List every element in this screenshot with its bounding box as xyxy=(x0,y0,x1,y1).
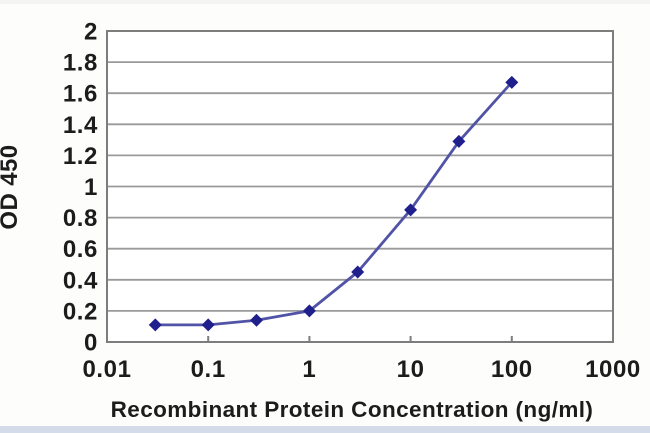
y-tick-label: 0 xyxy=(84,330,98,357)
plot-frame xyxy=(106,30,614,343)
y-tick-label: 1.6 xyxy=(63,81,98,108)
data-point-marker xyxy=(505,75,519,89)
gridlines xyxy=(107,61,613,312)
y-tick-label: 1.8 xyxy=(63,50,98,77)
y-tick-label: 1 xyxy=(84,174,98,201)
y-tick-label: 0.8 xyxy=(63,205,98,232)
x-tick-label: 1 xyxy=(302,356,316,383)
y-tick-label: 1.4 xyxy=(63,112,98,139)
x-tick-label: 1000 xyxy=(585,356,641,383)
data-point-marker xyxy=(302,304,316,318)
x-tick-label: 10 xyxy=(397,356,425,383)
data-point-marker xyxy=(404,203,418,217)
y-axis-title: OD 450 xyxy=(0,144,23,229)
y-tick-label: 2 xyxy=(84,19,98,46)
tick-labels: 0 0.2 0.4 0.6 0.8 1 1.2 1.4 1.6 1.8 2 0.01 0.1 1 10 100… xyxy=(63,19,641,384)
axis-ticks xyxy=(106,336,614,342)
y-tick-label: 1.2 xyxy=(63,143,98,170)
y-tick-label: 0.4 xyxy=(63,267,98,294)
plot-border xyxy=(106,30,614,343)
data-series xyxy=(148,75,519,332)
x-tick-label: 100 xyxy=(491,356,533,383)
data-point-marker xyxy=(249,313,263,327)
data-point-marker xyxy=(351,265,365,279)
y-tick-label: 0.2 xyxy=(63,298,98,325)
data-point-marker xyxy=(148,318,162,332)
series-line xyxy=(153,80,514,327)
x-tick-label: 0.01 xyxy=(82,356,131,383)
x-axis-title: Recombinant Protein Concentration (ng/ml… xyxy=(111,397,594,422)
top-edge-tint xyxy=(0,0,650,4)
x-tick-label: 0.1 xyxy=(191,356,226,383)
data-point-marker xyxy=(452,134,466,148)
data-point-marker xyxy=(201,318,215,332)
bottom-edge-tint xyxy=(0,426,650,433)
y-tick-label: 0.6 xyxy=(63,236,98,263)
